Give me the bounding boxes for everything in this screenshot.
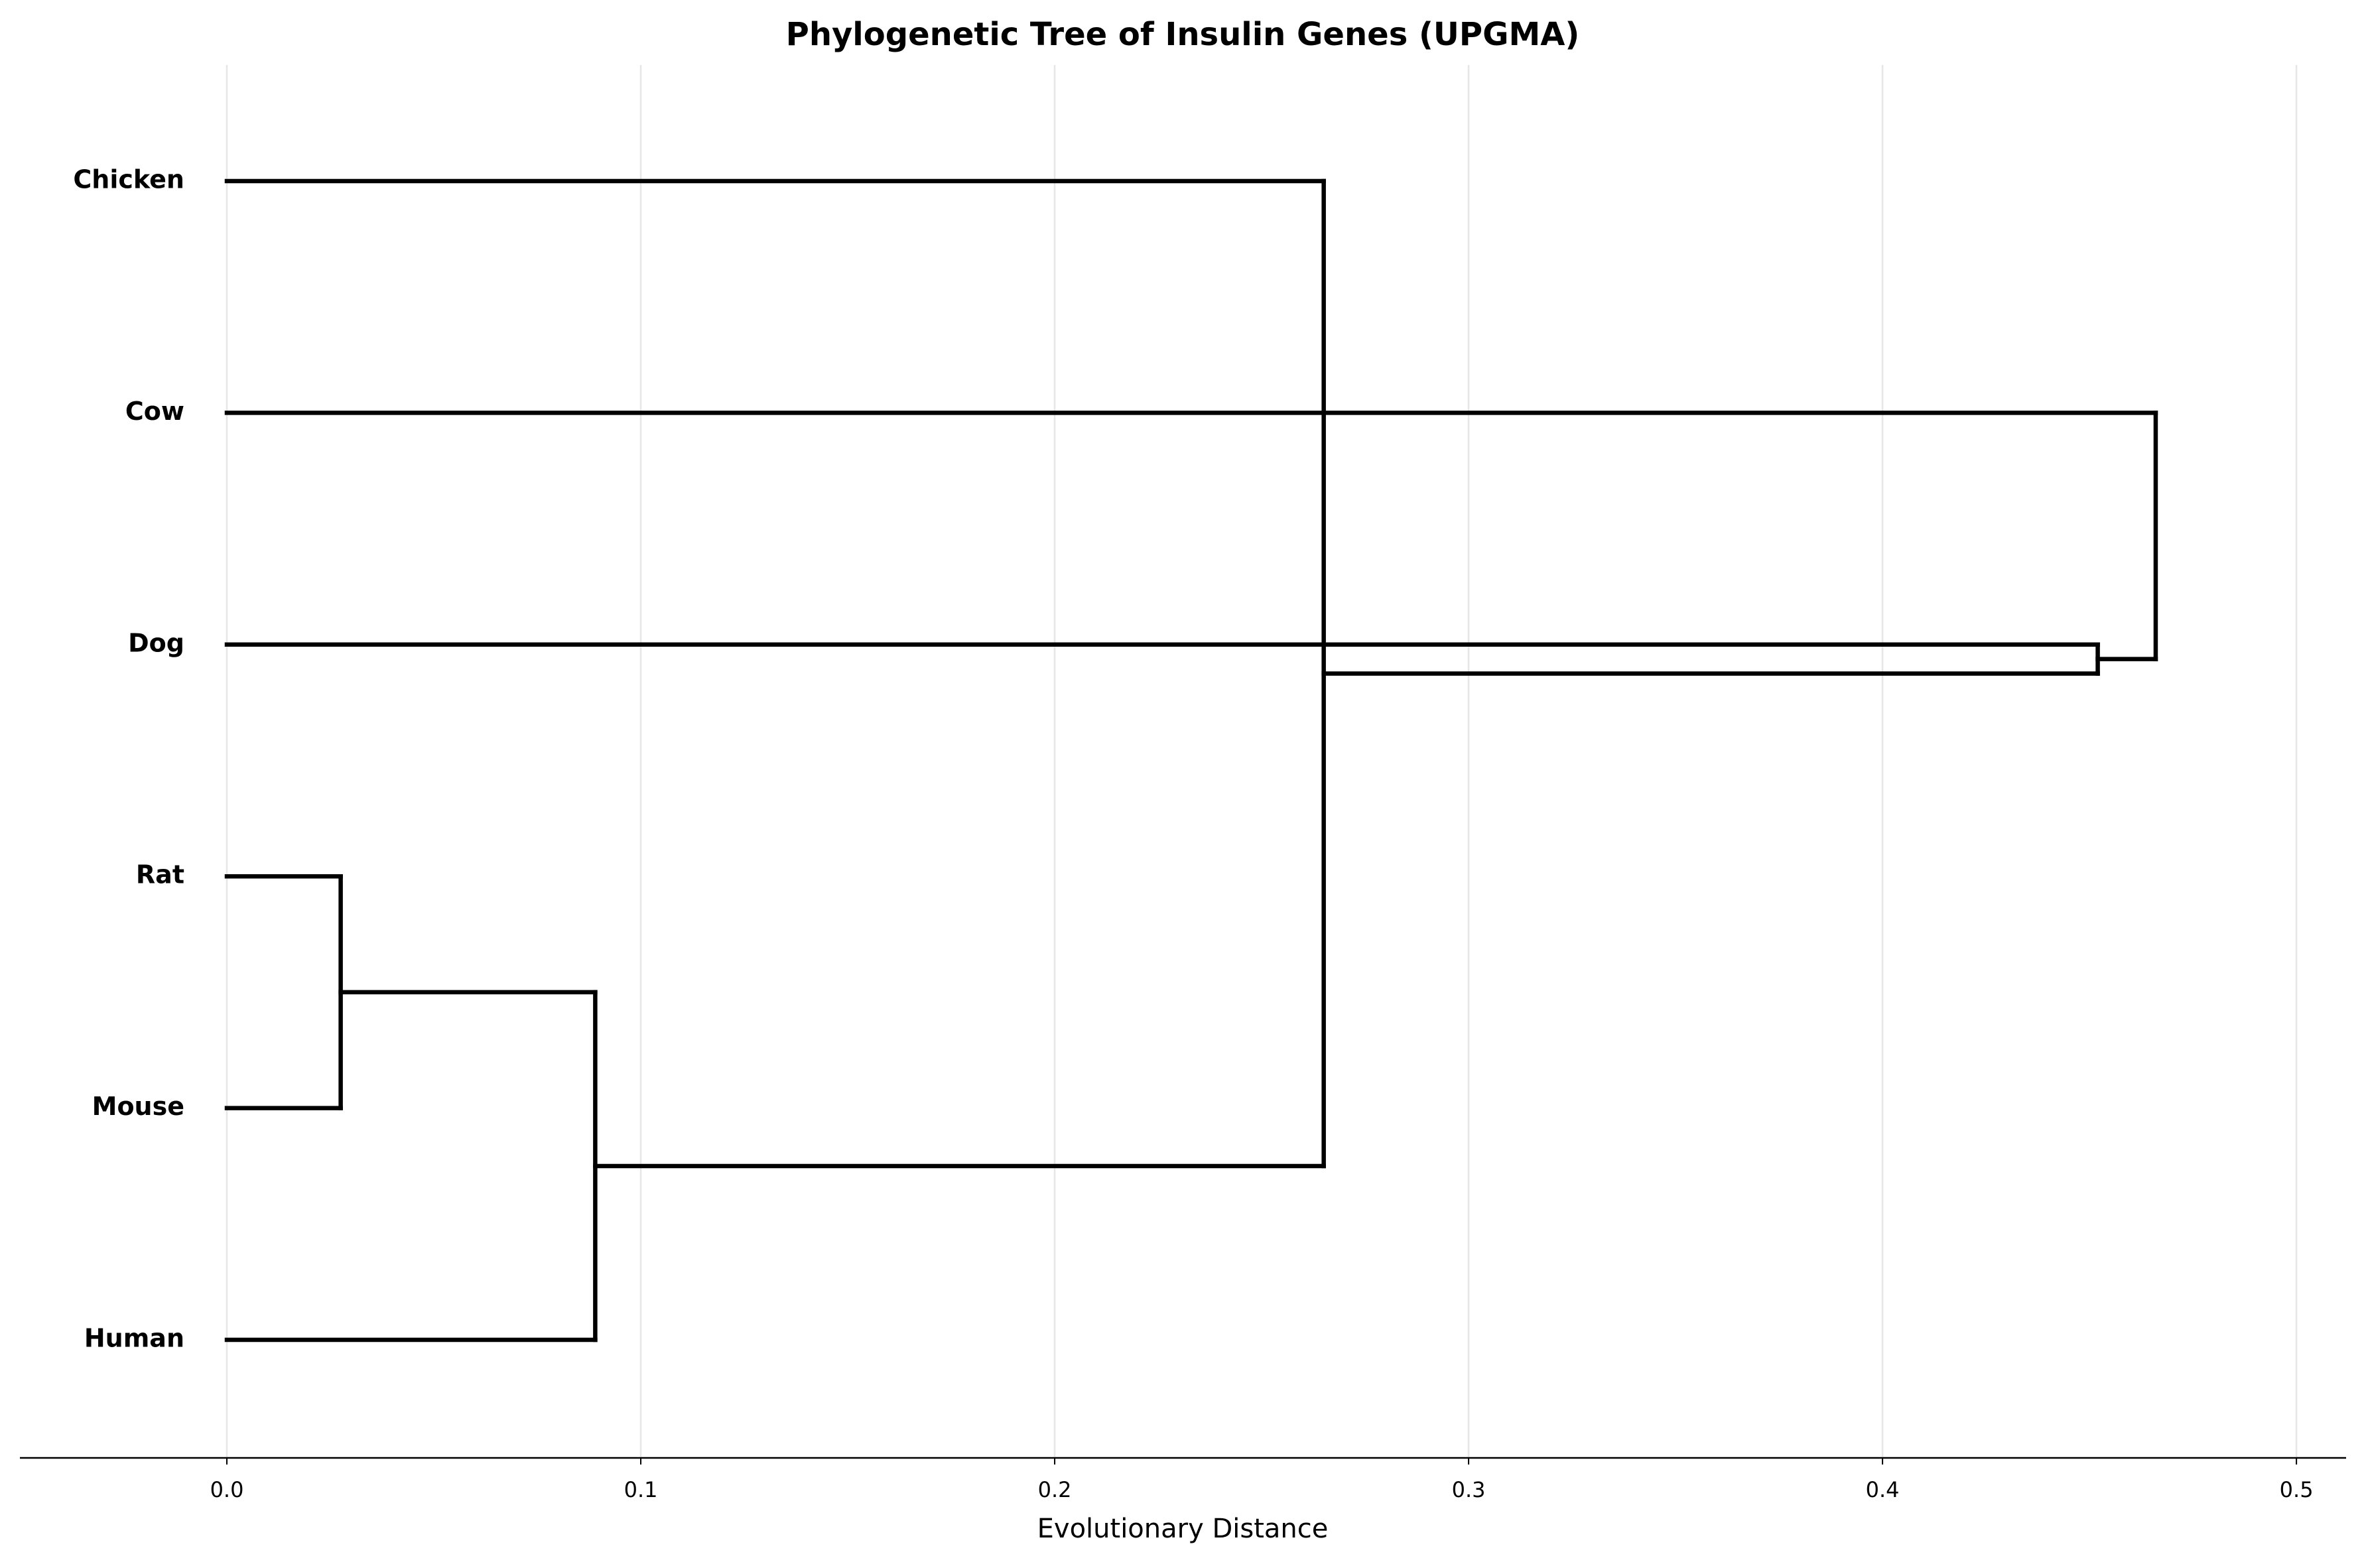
x-tick-label: 0.2 xyxy=(1038,1477,1072,1502)
x-tick-label: 0.3 xyxy=(1452,1477,1486,1502)
leaf-label: Dog xyxy=(128,628,184,657)
x-axis-label: Evolutionary Distance xyxy=(1037,1514,1329,1544)
x-tick-label: 0.4 xyxy=(1866,1477,1900,1502)
x-tick-label: 0.0 xyxy=(210,1477,244,1502)
leaf-label: Human xyxy=(84,1324,184,1353)
leaf-label: Mouse xyxy=(92,1092,184,1121)
leaf-label: Chicken xyxy=(73,165,184,194)
chart-title: Phylogenetic Tree of Insulin Genes (UPGM… xyxy=(786,16,1580,53)
leaf-label: Cow xyxy=(125,397,184,426)
x-tick-label: 0.5 xyxy=(2280,1477,2314,1502)
x-tick-label: 0.1 xyxy=(624,1477,658,1502)
leaf-label: Rat xyxy=(136,860,184,889)
